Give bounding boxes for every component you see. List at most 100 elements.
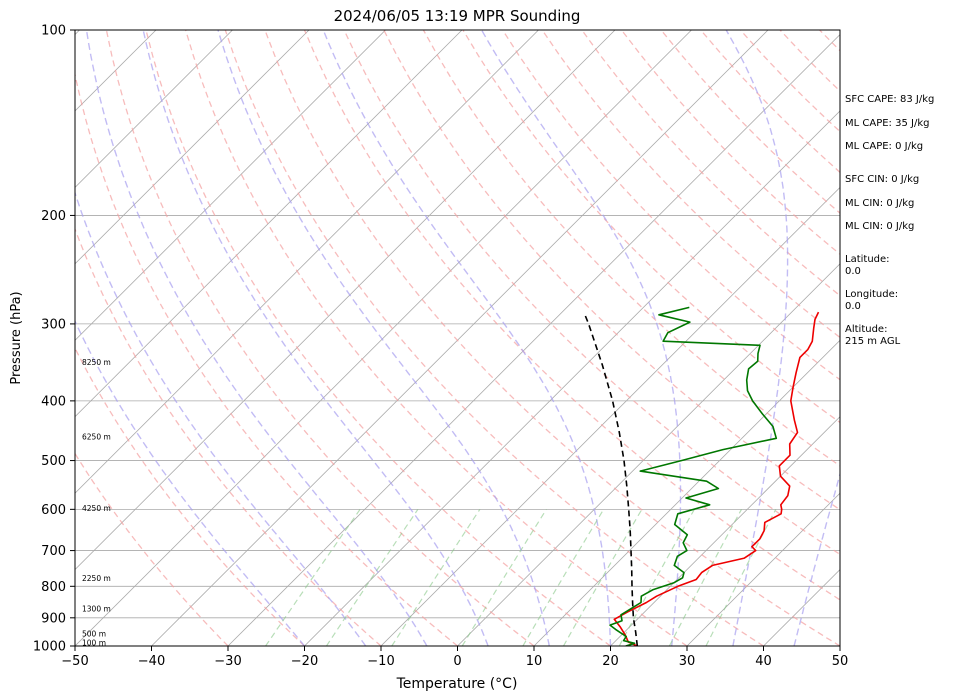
dry-adiabat-line: [343, 30, 840, 556]
x-tick-label: 10: [526, 654, 543, 669]
dry-adiabat-line: [422, 30, 840, 467]
mixing-ratio-line: [461, 508, 547, 646]
isotherm-line: [75, 30, 386, 341]
moist-adiabat-line: [75, 190, 367, 646]
chart-title: 2024/06/05 13:19 MPR Sounding: [334, 7, 581, 25]
height-label: 8250 m: [82, 358, 111, 367]
y-tick-label: 400: [41, 394, 66, 409]
isotherm-line: [0, 30, 3, 646]
mixing-ratio-line: [325, 508, 419, 646]
stats-annotation: 215 m AGL: [845, 336, 901, 347]
y-tick-label: 500: [41, 454, 66, 469]
stats-annotation: ML CIN: 0 J/kg: [845, 221, 914, 232]
stats-annotation: Altitude:: [845, 324, 887, 335]
x-tick-label: 20: [602, 654, 619, 669]
moist-adiabat-line: [793, 471, 840, 646]
x-tick-label: −20: [291, 654, 318, 669]
isotherm-line: [686, 492, 840, 646]
isotherm-line: [75, 30, 233, 188]
y-tick-label: 300: [41, 317, 66, 332]
x-axis-label: Temperature (°C): [396, 676, 518, 692]
mixing-ratio-line: [562, 508, 643, 646]
dry-adiabat-line: [145, 30, 611, 646]
background-lines: [0, 30, 840, 646]
moist-adiabat-line: [142, 30, 489, 646]
dewpoint-line: [609, 306, 778, 646]
y-tick-label: 1000: [33, 640, 66, 655]
stats-annotation: ML CAPE: 0 J/kg: [845, 141, 923, 152]
x-tick-label: 30: [679, 654, 696, 669]
isotherm-line: [75, 30, 616, 571]
isotherm-line: [227, 33, 840, 646]
dry-adiabat-line: [184, 30, 688, 646]
stats-annotation: ML CAPE: 35 J/kg: [845, 118, 929, 129]
plot-frame: [74, 29, 841, 647]
x-axis-ticks: −50 −40 −30 −20 −10 0 10 20 30 40 50: [61, 646, 848, 669]
parcel-path-line: [583, 312, 639, 646]
x-tick-label: 0: [453, 654, 461, 669]
isotherm-line: [610, 416, 840, 646]
stats-annotation: SFC CIN: 0 J/kg: [845, 174, 919, 185]
dry-adiabat-line: [264, 30, 840, 646]
isotherm-line: [533, 339, 840, 646]
isotherm-line: [151, 30, 769, 646]
height-label: 2250 m: [82, 574, 111, 583]
mixing-ratio-line: [265, 508, 361, 646]
stats-annotation: Longitude:: [845, 289, 898, 300]
dry-adiabat-line: [75, 227, 382, 646]
dry-adiabat-line: [383, 30, 840, 511]
y-tick-label: 900: [41, 611, 66, 626]
x-tick-label: 50: [832, 654, 849, 669]
isotherm-line: [380, 186, 840, 646]
dry-adiabat-line: [303, 30, 840, 601]
y-tick-label: 600: [41, 503, 66, 518]
moist-adiabat-line: [75, 319, 306, 646]
isotherm-line: [75, 30, 692, 646]
moist-adiabat-line: [322, 30, 612, 646]
dry-adiabat-line: [75, 346, 305, 646]
isotherm-line: [75, 30, 310, 265]
dry-adiabat-line: [105, 30, 535, 646]
height-label: 1300 m: [82, 605, 111, 614]
mixing-ratio-line: [618, 509, 695, 646]
y-tick-label: 700: [41, 544, 66, 559]
stats-annotation: ML CIN: 0 J/kg: [845, 198, 914, 209]
mixing-ratio-line: [522, 508, 605, 646]
moist-adiabat-line: [725, 30, 789, 646]
x-tick-label: −30: [214, 654, 241, 669]
x-tick-label: 40: [755, 654, 772, 669]
stats-annotations: SFC CAPE: 83 J/kg ML CAPE: 35 J/kg ML CAPE…: [845, 94, 934, 347]
stats-annotation: 0.0: [845, 266, 861, 277]
y-tick-label: 800: [41, 580, 66, 595]
moist-adiabat-line: [85, 30, 428, 646]
dry-adiabat-line: [75, 71, 458, 646]
mixing-ratio-line: [668, 509, 743, 646]
y-axis-ticks: 1000 900 800 700 600 500 400 300 200 100: [33, 24, 75, 655]
height-label: 500 m: [82, 630, 106, 639]
isotherm-line: [457, 263, 840, 646]
moist-adiabat-line: [217, 30, 550, 646]
profile-series: [583, 306, 820, 646]
stats-annotation: Latitude:: [845, 254, 890, 265]
isotherm-line: [304, 110, 840, 646]
y-tick-label: 100: [41, 24, 66, 39]
y-tick-label: 200: [41, 209, 66, 224]
mixing-ratio-line: [391, 508, 481, 646]
height-label: 4250 m: [82, 504, 111, 513]
mixing-ratio-line: [705, 509, 777, 646]
dry-adiabat-line: [75, 452, 229, 646]
moist-adiabat-line: [480, 30, 682, 646]
x-tick-label: −50: [61, 654, 88, 669]
height-label: 100 m: [82, 638, 106, 647]
x-tick-label: −10: [367, 654, 394, 669]
isotherm-line: [75, 30, 463, 418]
stats-annotation: 0.0: [845, 301, 861, 312]
height-label: 6250 m: [82, 433, 111, 442]
x-tick-label: −40: [138, 654, 165, 669]
y-axis-label: Pressure (hPa): [9, 291, 24, 384]
temperature-line: [613, 311, 820, 646]
stats-annotation: SFC CAPE: 83 J/kg: [845, 94, 934, 105]
isotherm-line: [75, 30, 539, 494]
